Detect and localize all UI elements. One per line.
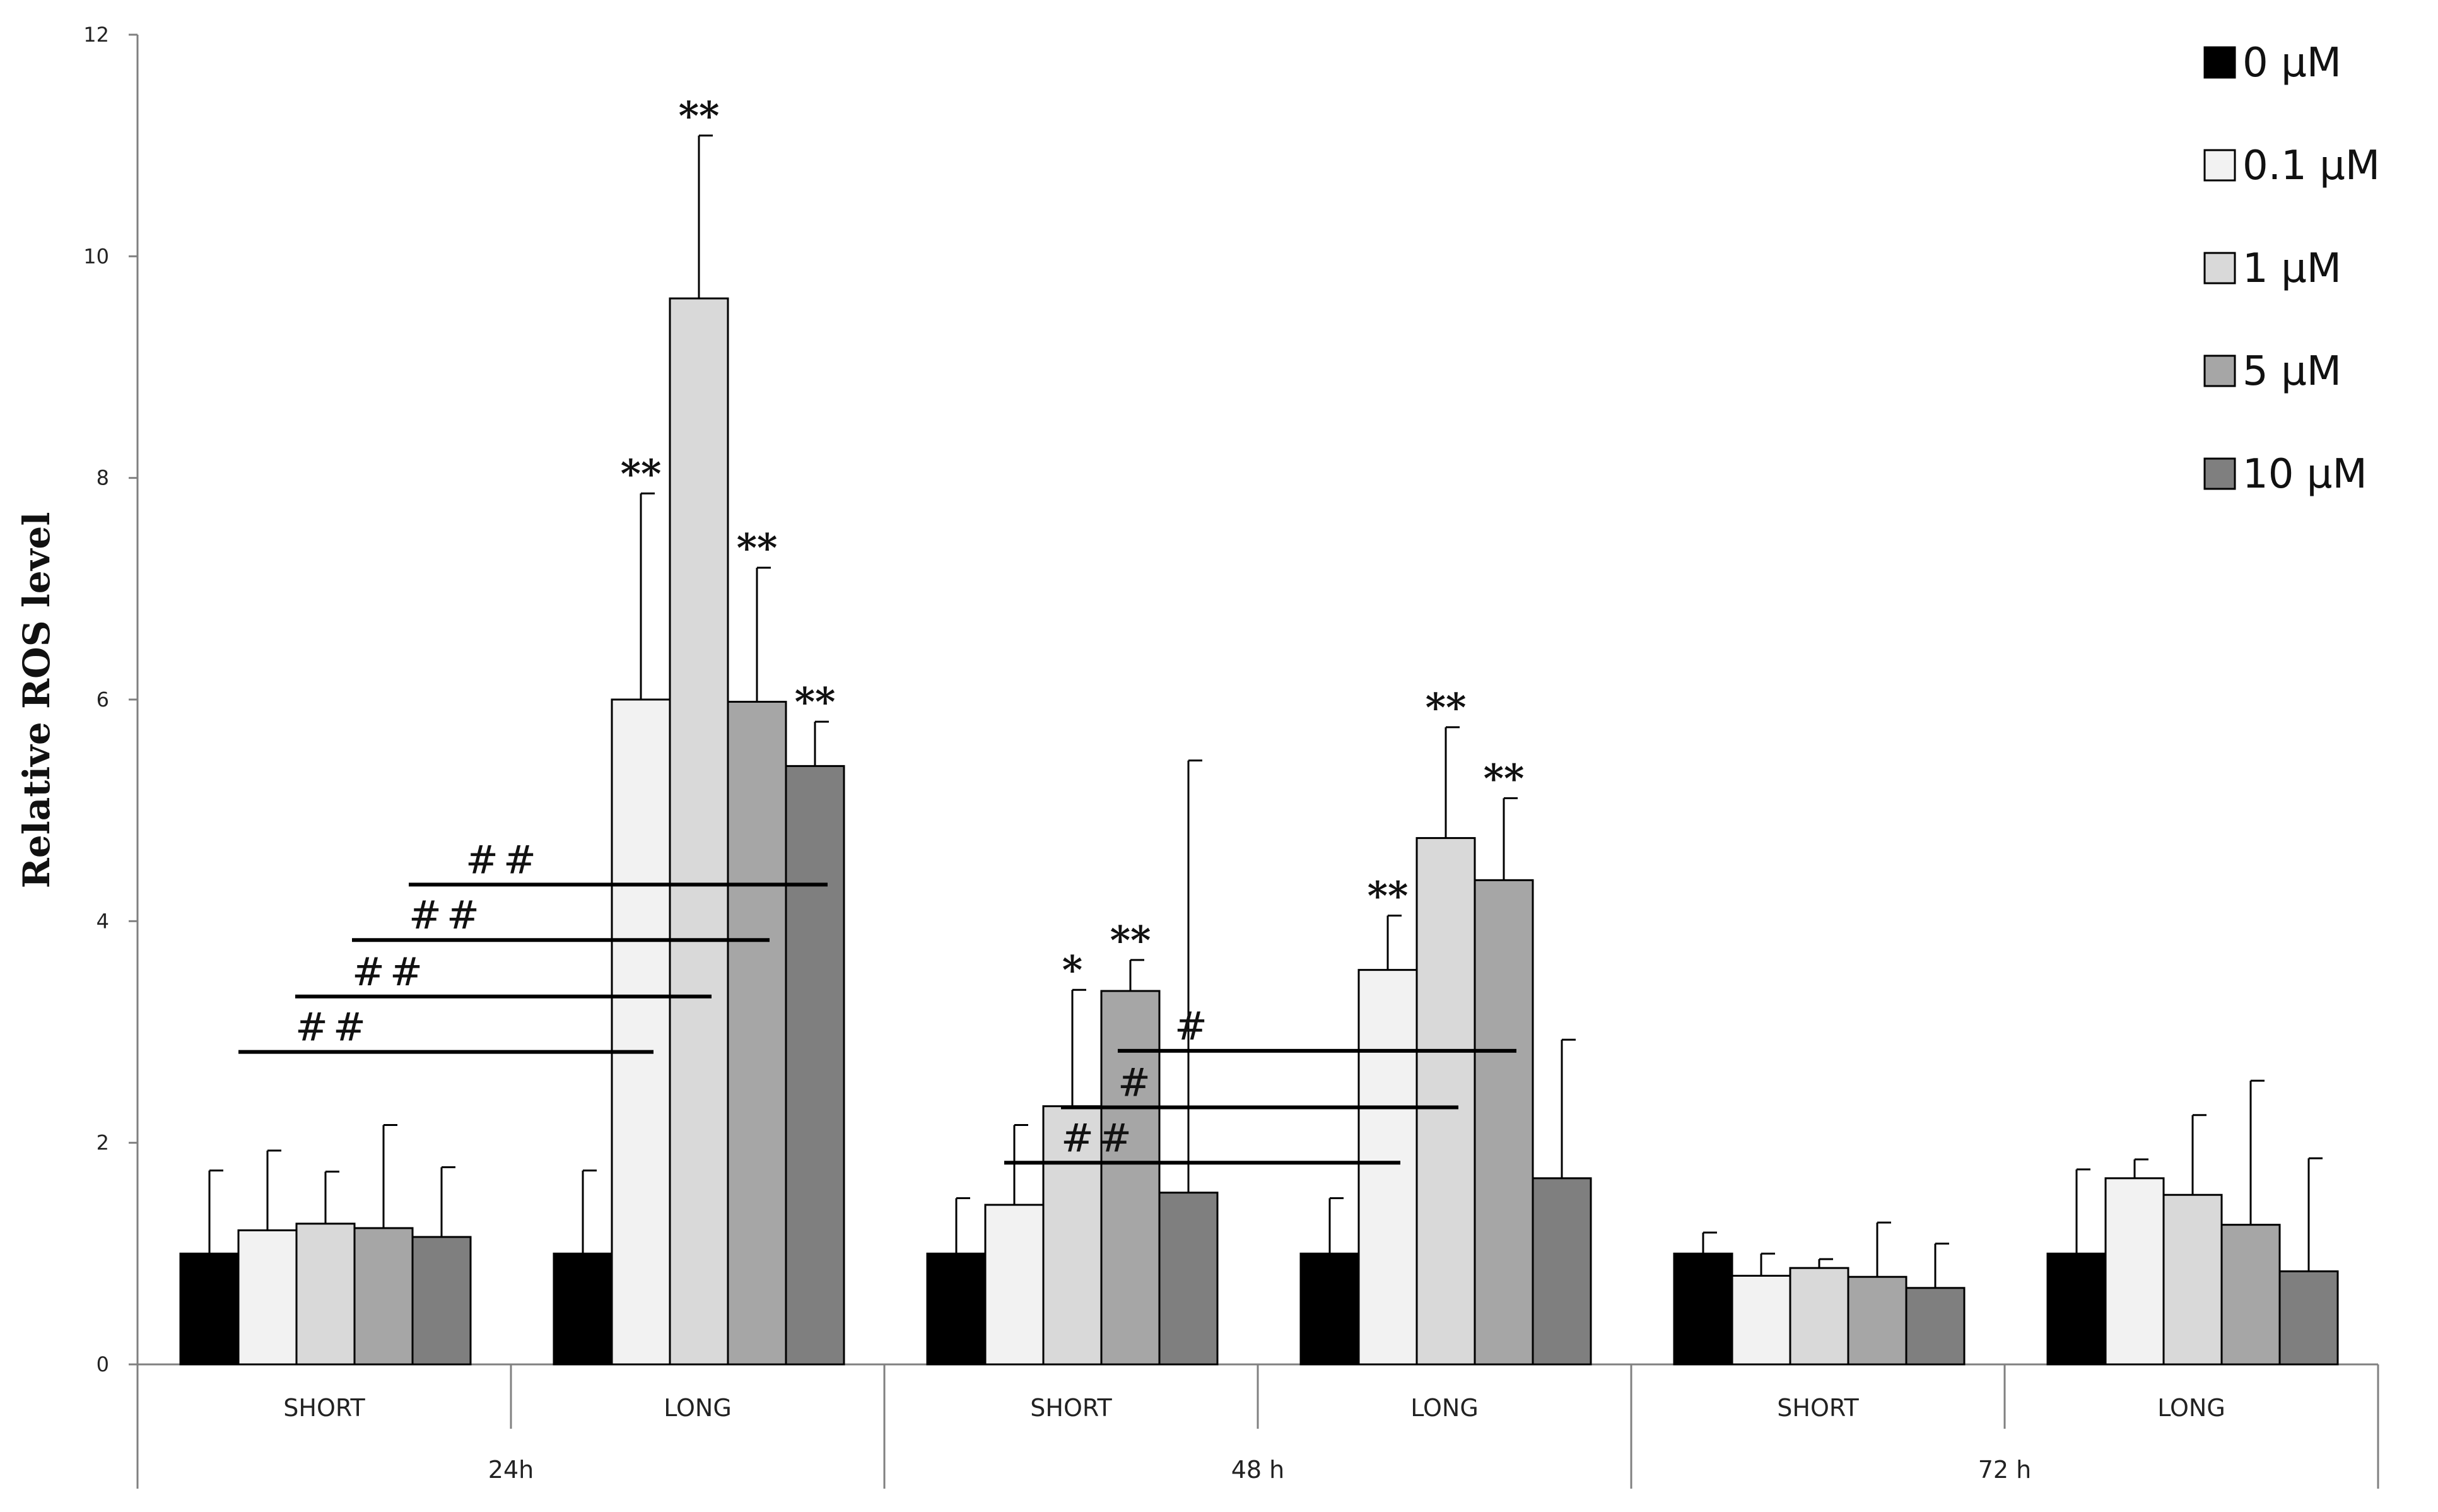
significance-label: ** (737, 525, 778, 571)
x-category-label: LONG (2157, 1394, 2225, 1422)
x-category-label: SHORT (1777, 1394, 1859, 1422)
x-category-label: LONG (664, 1394, 732, 1422)
bar (2046, 1252, 2107, 1366)
legend-label: 10 μM (2242, 451, 2367, 498)
comparison-label: ## (466, 836, 541, 882)
legend-label: 1 μM (2242, 245, 2341, 292)
significance-label: ** (1484, 755, 1525, 801)
bar (1847, 1275, 1908, 1366)
x-outer-group-label: 72 h (1978, 1456, 2032, 1484)
y-tick-label: 4 (97, 909, 109, 933)
x-outer-group-label: 24h (488, 1456, 534, 1484)
significance-label: ** (795, 679, 836, 725)
legend-label: 5 μM (2242, 348, 2341, 395)
bar (1357, 969, 1418, 1366)
significance-label: ** (679, 93, 720, 139)
significance-label: * (1062, 947, 1082, 993)
bar (1789, 1267, 1849, 1366)
comparison-label: ## (352, 949, 428, 995)
bar (1905, 1287, 1966, 1366)
y-tick-label: 12 (83, 23, 109, 47)
significance-label: ** (1426, 684, 1467, 730)
bar (926, 1252, 987, 1366)
legend-swatch (2203, 149, 2236, 182)
y-tick-label: 10 (83, 244, 109, 268)
bar (2278, 1270, 2339, 1366)
legend-label: 0 μM (2242, 40, 2341, 86)
legend-swatch (2203, 355, 2236, 387)
comparison-label: # (1175, 1003, 1212, 1049)
x-category-label: SHORT (283, 1394, 365, 1422)
significance-label: ** (1110, 917, 1151, 963)
significance-label: ** (621, 450, 662, 496)
y-tick-label: 0 (97, 1352, 109, 1376)
bar (353, 1227, 414, 1366)
y-tick-label: 6 (97, 688, 109, 712)
bar (669, 297, 729, 1366)
comparison-label: ## (295, 1004, 371, 1050)
bar (1299, 1252, 1360, 1366)
bar (2104, 1177, 2165, 1366)
bar (785, 765, 845, 1366)
x-category-label: SHORT (1030, 1394, 1112, 1422)
bar (1474, 879, 1534, 1366)
bar (984, 1204, 1045, 1366)
bar (179, 1252, 240, 1366)
bar (2220, 1224, 2281, 1366)
y-axis-label: Relative ROS level (15, 512, 58, 889)
significance-label: ** (1368, 873, 1409, 919)
legend-swatch (2203, 46, 2236, 79)
comparison-label: # (1118, 1059, 1156, 1105)
legend-swatch (2203, 457, 2236, 490)
bar (1100, 990, 1161, 1366)
legend-label: 0.1 μM (2242, 143, 2380, 189)
bar (1042, 1105, 1103, 1366)
bar (1731, 1274, 1791, 1366)
legend-swatch (2203, 252, 2236, 284)
x-category-label: LONG (1410, 1394, 1479, 1422)
comparison-label: ## (1061, 1115, 1137, 1161)
bar (411, 1236, 472, 1366)
x-outer-group-label: 48 h (1231, 1456, 1285, 1484)
bar (237, 1229, 298, 1366)
y-tick-label: 2 (97, 1131, 109, 1155)
bar (553, 1252, 613, 1366)
bar (1673, 1252, 1733, 1366)
bar (727, 701, 787, 1366)
bar (1415, 837, 1476, 1366)
bar (1158, 1192, 1219, 1366)
bar (2162, 1193, 2223, 1366)
bar (611, 698, 671, 1366)
y-tick-label: 8 (97, 466, 109, 490)
bar (295, 1222, 356, 1366)
bar (1532, 1177, 1592, 1366)
comparison-label: ## (409, 892, 484, 938)
